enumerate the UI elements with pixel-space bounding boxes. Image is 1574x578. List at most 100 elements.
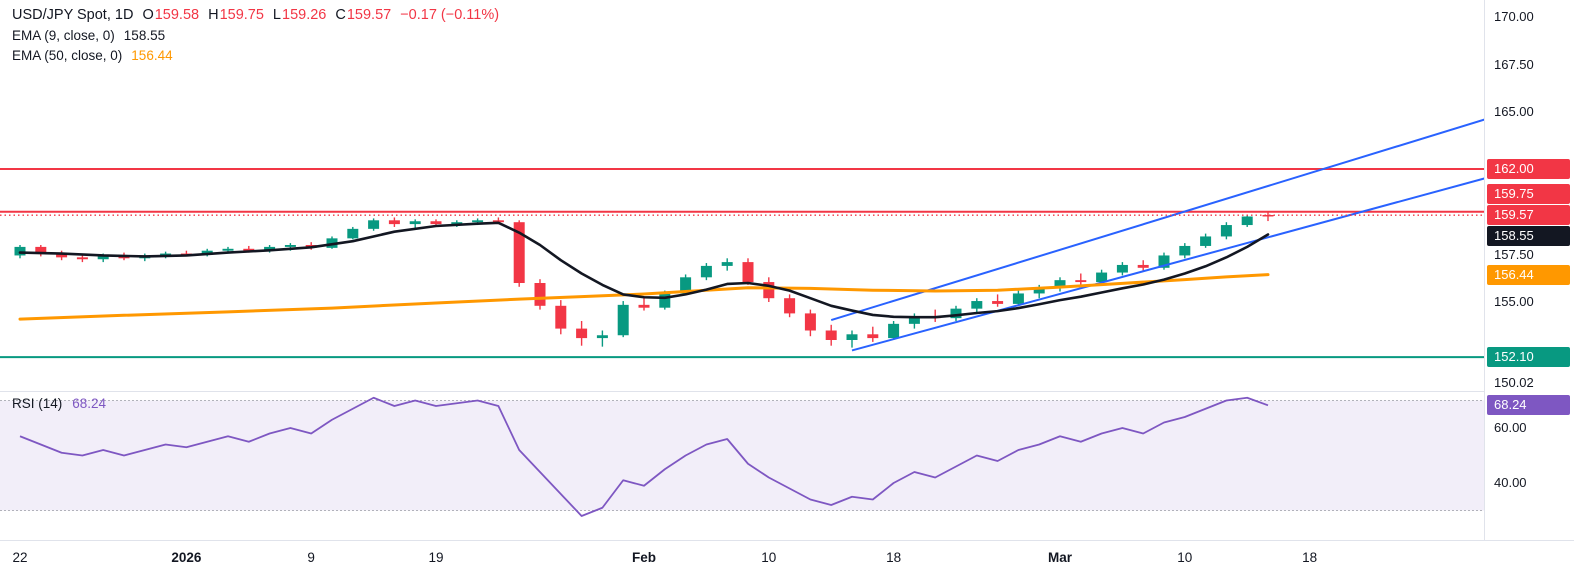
rsi-value-badge: 68.24 <box>1487 395 1570 416</box>
time-axis[interactable]: 22 2026 9 19 Feb 10 18 Mar 10 18 <box>0 540 1574 578</box>
candle-body <box>763 282 775 299</box>
price-badge-152-10: 152.10 <box>1487 347 1570 368</box>
candle-body <box>472 220 484 223</box>
candle-body <box>1241 216 1253 226</box>
candle-body <box>659 293 671 308</box>
price-badge-162-00: 162.00 <box>1487 159 1570 179</box>
candle-body <box>867 334 879 339</box>
time-axis-label: 10 <box>1177 550 1193 565</box>
candle-body <box>284 245 296 247</box>
candle-body <box>222 248 234 251</box>
ema9-line[interactable] <box>18 221 1270 319</box>
pane-separator[interactable] <box>0 391 1484 392</box>
candle-body <box>409 221 421 225</box>
candle-body <box>596 335 608 339</box>
candle-body <box>388 220 400 225</box>
price-axis-label: 155.00 <box>1494 294 1534 309</box>
candle-body <box>347 228 359 239</box>
candle-body <box>1054 280 1066 288</box>
indicator-row-ema9[interactable]: EMA (9, close, 0) 158.55 <box>12 28 499 43</box>
candle-body <box>534 283 546 306</box>
candle-body <box>700 265 712 278</box>
channel-lower-trendline[interactable] <box>851 177 1484 352</box>
candle-body <box>201 250 213 255</box>
candle-body <box>888 323 900 339</box>
rsi-axis-label: 40.00 <box>1494 475 1527 490</box>
ohlc-values: O159.58 H159.75 L159.26 C159.57 <box>142 7 391 23</box>
rsi-value: 68.24 <box>72 396 107 411</box>
candle-body <box>14 246 26 256</box>
legend: USD/JPY Spot, 1D O159.58 H159.75 L159.26 C1… <box>12 7 499 63</box>
candle-body <box>97 255 109 260</box>
candle-body <box>638 304 650 308</box>
candle-body <box>950 308 962 319</box>
candle-body <box>35 246 47 254</box>
candle-body <box>492 220 504 223</box>
price-axis-label: 157.50 <box>1494 246 1534 262</box>
candle-body <box>243 248 255 251</box>
symbol-title[interactable]: USD/JPY Spot, 1D <box>12 7 134 23</box>
candle-body <box>264 246 276 251</box>
candle-body <box>1158 255 1170 268</box>
candle-body <box>680 277 692 294</box>
ema50-label: EMA (50, close, 0) <box>12 48 123 63</box>
time-axis-label: 10 <box>761 550 777 565</box>
price-badge-158-55: 158.55 <box>1487 226 1570 247</box>
candle-body <box>784 298 796 314</box>
candle-body <box>971 301 983 309</box>
candle-body <box>1179 245 1191 256</box>
candle-body <box>576 328 588 339</box>
candle-body <box>992 301 1004 304</box>
candle-body <box>160 253 172 256</box>
candle-body <box>430 221 442 225</box>
candle-body <box>555 305 567 329</box>
candle-body <box>804 313 816 331</box>
candle-body <box>1262 214 1274 217</box>
rsi-pane <box>0 396 1484 517</box>
candle-body <box>617 304 629 336</box>
time-axis-label: 2026 <box>171 550 202 565</box>
price-badge-159-75: 159.75 <box>1487 184 1570 205</box>
candle-body <box>1096 272 1108 283</box>
indicator-row-ema50[interactable]: EMA (50, close, 0) 156.44 <box>12 48 499 63</box>
ohlc-l: L159.26 <box>272 7 327 23</box>
change-value: −0.17 (−0.11%) <box>400 7 500 23</box>
candle-body <box>56 253 68 258</box>
candle-body <box>908 316 920 324</box>
price-badge-156-44: 156.44 <box>1487 264 1570 285</box>
rsi-legend[interactable]: RSI (14) 68.24 <box>12 396 106 411</box>
candle-body <box>1116 264 1128 273</box>
rsi-line[interactable] <box>19 396 1269 517</box>
candle-body <box>451 222 463 225</box>
ema9-label: EMA (9, close, 0) <box>12 28 115 43</box>
time-axis-label: 9 <box>307 550 315 565</box>
candle-body <box>846 334 858 340</box>
rsi-label: RSI (14) <box>12 396 63 411</box>
candle-body <box>721 262 733 266</box>
candle-body <box>1137 264 1149 268</box>
price-badge-159-57: 159.57 <box>1487 205 1570 226</box>
candle-body <box>1220 225 1232 237</box>
ema50-line[interactable] <box>18 273 1270 321</box>
price-axis-label: 165.00 <box>1494 104 1534 119</box>
candle-body <box>825 330 837 340</box>
candle-body <box>1200 236 1212 246</box>
ohlc-c: C159.57 <box>335 7 392 23</box>
candle-body <box>368 220 380 229</box>
channel-upper-trendline[interactable] <box>830 118 1484 322</box>
time-axis-label: 19 <box>428 550 444 565</box>
candle-body <box>513 222 525 283</box>
time-axis-label: 18 <box>1302 550 1318 565</box>
time-axis-label: 22 <box>12 550 28 565</box>
legend-main-row: USD/JPY Spot, 1D O159.58 H159.75 L159.26 C1… <box>12 7 499 23</box>
candle-body <box>1075 280 1087 283</box>
time-axis-label: Mar <box>1047 550 1073 565</box>
price-axis[interactable]: 170.00 167.50 165.00 157.50 155.00 150.02 162.… <box>1484 0 1574 540</box>
rsi-axis-label: 60.00 <box>1494 420 1527 435</box>
candle-body <box>1012 293 1024 304</box>
price-axis-label: 150.02 <box>1494 374 1534 390</box>
candle-body <box>1033 287 1045 294</box>
ema9-value: 158.55 <box>123 28 166 43</box>
